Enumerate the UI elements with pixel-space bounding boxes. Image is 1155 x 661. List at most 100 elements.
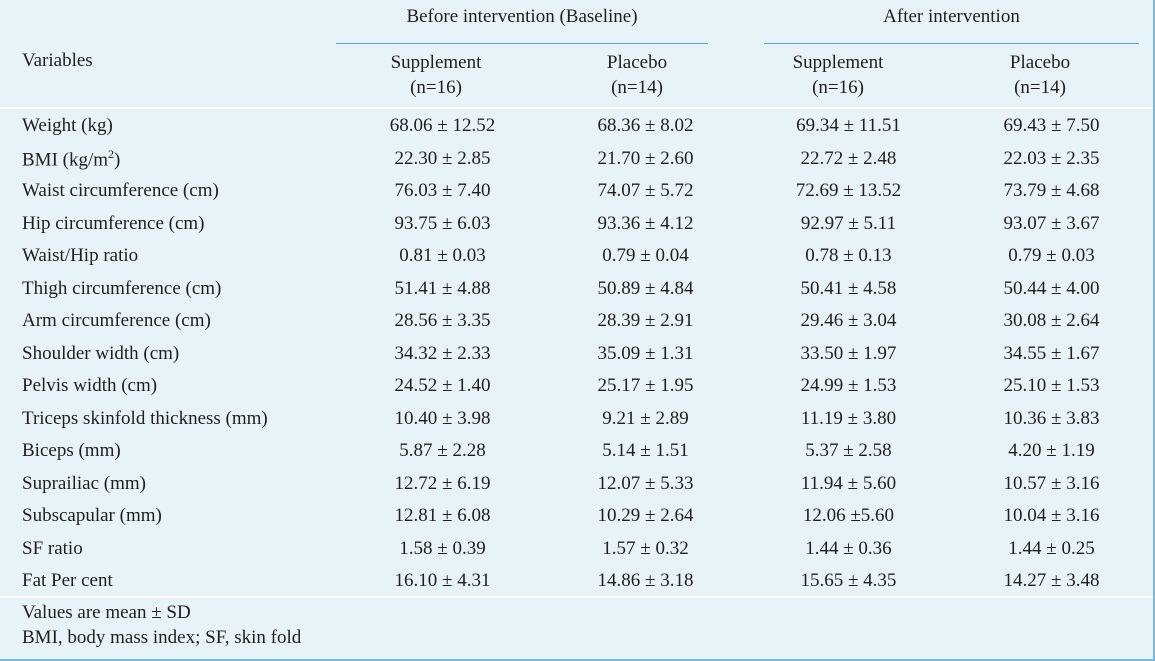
- row-label: Pelvis width (cm): [0, 370, 341, 403]
- table-row: Arm circumference (cm) 28.56 ± 3.35 28.39 …: [0, 305, 1153, 338]
- table-cell: 34.32 ± 2.33: [394, 342, 491, 364]
- row-label-text: Biceps (mm): [22, 440, 121, 462]
- row-label-text: SF ratio: [22, 537, 83, 559]
- table-cell: 33.50 ± 1.97: [800, 342, 897, 364]
- row-label-text: Waist circumference (cm): [22, 180, 219, 202]
- table-row: Fat Per cent 16.10 ± 4.31 14.86 ± 3.18 15.6…: [0, 565, 1153, 598]
- table-cell: 14.86 ± 3.18: [597, 570, 694, 592]
- column-header: Supplement (n=16): [336, 50, 536, 100]
- column-n: (n=14): [611, 77, 663, 98]
- column-header: Placebo (n=14): [940, 50, 1140, 100]
- table-cell: 28.56 ± 3.35: [394, 310, 491, 332]
- table-cell: 51.41 ± 4.88: [394, 277, 491, 299]
- table-cell: 69.34 ± 11.51: [796, 115, 901, 137]
- table-cell: 68.36 ± 8.02: [597, 115, 694, 137]
- table-cell: 12.81 ± 6.08: [394, 505, 491, 527]
- row-label: Waist/Hip ratio: [0, 240, 341, 273]
- column-name: Supplement: [792, 52, 884, 73]
- table-cell: 12.07 ± 5.33: [597, 472, 694, 494]
- table-cell: 21.70 ± 2.60: [597, 147, 694, 169]
- table-cell: 92.97 ± 5.11: [800, 212, 897, 234]
- row-label-text: Fat Per cent: [22, 570, 113, 592]
- table-footnotes: Values are mean ± SD BMI, body mass inde…: [22, 600, 301, 650]
- table-cell: 5.37 ± 2.58: [805, 440, 892, 462]
- column-name: Placebo: [1009, 52, 1071, 73]
- table-header: Before intervention (Baseline) After int…: [0, 0, 1153, 108]
- row-label: Thigh circumference (cm): [0, 273, 341, 306]
- column-header: Placebo (n=14): [537, 50, 737, 100]
- row-label: BMI (kg/m2): [0, 143, 341, 176]
- table-cell: 22.30 ± 2.85: [394, 147, 491, 169]
- table-cell: 0.81 ± 0.03: [399, 245, 486, 267]
- table-cell: 1.44 ± 0.25: [1008, 537, 1095, 559]
- table-cell: 12.72 ± 6.19: [394, 472, 491, 494]
- table-cell: 29.46 ± 3.04: [800, 310, 897, 332]
- table-cell: 34.55 ± 1.67: [1003, 342, 1100, 364]
- row-label-text: Arm circumference (cm): [22, 310, 211, 332]
- table-cell: 5.87 ± 2.28: [399, 440, 486, 462]
- table-cell: 10.29 ± 2.64: [597, 505, 694, 527]
- table-cell: 22.72 ± 2.48: [800, 147, 897, 169]
- table-cell: 16.10 ± 4.31: [394, 570, 491, 592]
- row-label-text: Waist/Hip ratio: [22, 245, 139, 267]
- row-label: Waist circumference (cm): [0, 175, 341, 208]
- before-group-heading: Before intervention (Baseline): [406, 6, 638, 27]
- row-label-text: Subscapular (mm): [22, 505, 162, 527]
- table-cell: 11.94 ± 5.60: [800, 472, 897, 494]
- header-divider: [0, 107, 1153, 109]
- footer-divider: [0, 596, 1153, 598]
- row-label: Hip circumference (cm): [0, 208, 341, 241]
- table-cell: 50.89 ± 4.84: [597, 277, 694, 299]
- row-label: Triceps skinfold thickness (mm): [0, 403, 341, 436]
- table-cell: 15.65 ± 4.35: [800, 570, 897, 592]
- before-group-rule: [336, 43, 708, 44]
- column-name: Placebo: [606, 52, 668, 73]
- table-cell: 14.27 ± 3.48: [1003, 570, 1100, 592]
- table-cell: 10.36 ± 3.83: [1003, 407, 1100, 429]
- row-label-text: BMI (kg/m: [22, 148, 109, 170]
- table-cell: 69.43 ± 7.50: [1003, 115, 1100, 137]
- footnote-values: Values are mean ± SD: [22, 602, 191, 623]
- table-cell: 10.40 ± 3.98: [394, 407, 491, 429]
- row-label: Suprailiac (mm): [0, 468, 341, 501]
- table-row: Thigh circumference (cm) 51.41 ± 4.88 50.8…: [0, 273, 1153, 306]
- data-table: Weight (kg) 68.06 ± 12.52 68.36 ± 8.02 69.3…: [0, 110, 1153, 598]
- column-n: (n=14): [1014, 77, 1066, 98]
- table-cell: 4.20 ± 1.19: [1008, 440, 1095, 462]
- table-row: Pelvis width (cm) 24.52 ± 1.40 25.17 ± 1.9…: [0, 370, 1153, 403]
- table-cell: 1.57 ± 0.32: [602, 537, 689, 559]
- table-cell: 93.75 ± 6.03: [394, 212, 491, 234]
- table-cell: 68.06 ± 12.52: [389, 115, 496, 137]
- table-cell: 0.79 ± 0.04: [602, 245, 689, 267]
- table-row: Triceps skinfold thickness (mm) 10.40 ± 3…: [0, 403, 1153, 436]
- row-label: Shoulder width (cm): [0, 338, 341, 371]
- row-label-text: Triceps skinfold thickness (mm): [22, 407, 268, 429]
- table-cell: 22.03 ± 2.35: [1003, 147, 1100, 169]
- table-cell: 73.79 ± 4.68: [1003, 180, 1100, 202]
- table-cell: 10.04 ± 3.16: [1003, 505, 1100, 527]
- table-cell: 0.79 ± 0.03: [1008, 245, 1095, 267]
- column-n: (n=16): [812, 77, 864, 98]
- table-cell: 93.36 ± 4.12: [597, 212, 694, 234]
- table-cell: 1.44 ± 0.36: [805, 537, 892, 559]
- table-cell: 24.99 ± 1.53: [800, 375, 897, 397]
- table-cell: 12.06 ±5.60: [802, 505, 895, 527]
- row-label: Subscapular (mm): [0, 500, 341, 533]
- table-row: Weight (kg) 68.06 ± 12.52 68.36 ± 8.02 69.3…: [0, 110, 1153, 143]
- row-label: Weight (kg): [0, 110, 341, 143]
- row-label-text: Weight (kg): [22, 115, 113, 137]
- table-body: Weight (kg) 68.06 ± 12.52 68.36 ± 8.02 69.3…: [0, 110, 1153, 596]
- row-label-text: Thigh circumference (cm): [22, 277, 222, 299]
- row-label: SF ratio: [0, 533, 341, 566]
- table-row: SF ratio 1.58 ± 0.39 1.57 ± 0.32 1.44 ± 0.3…: [0, 533, 1153, 566]
- table-row: Shoulder width (cm) 34.32 ± 2.33 35.09 ± 1…: [0, 338, 1153, 371]
- table-cell: 5.14 ± 1.51: [602, 440, 689, 462]
- after-group-heading: After intervention: [883, 6, 1020, 27]
- table-row: Hip circumference (cm) 93.75 ± 6.03 93.36 …: [0, 208, 1153, 241]
- table-cell: 0.78 ± 0.13: [805, 245, 892, 267]
- table-cell: 25.10 ± 1.53: [1003, 375, 1100, 397]
- table-cell: 24.52 ± 1.40: [394, 375, 491, 397]
- table-row: Waist/Hip ratio 0.81 ± 0.03 0.79 ± 0.04 0.7…: [0, 240, 1153, 273]
- table-cell: 28.39 ± 2.91: [597, 310, 694, 332]
